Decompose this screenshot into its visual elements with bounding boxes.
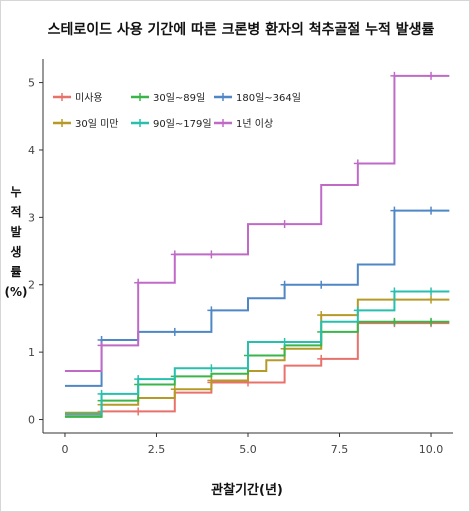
y-tick-label: 2	[28, 279, 35, 292]
legend-label: 90일~179일	[153, 118, 212, 130]
y-tick-label: 1	[28, 346, 35, 359]
x-tick-label: 5.0	[239, 443, 257, 456]
legend-item: 30일 미만	[53, 118, 119, 130]
series-2	[64, 317, 450, 418]
x-tick-label: 10.0	[419, 443, 444, 456]
legend-item: 1년 이상	[214, 118, 273, 130]
legend-item: 30일~89일	[131, 92, 205, 104]
legend-label: 1년 이상	[236, 118, 273, 130]
series-5	[64, 71, 450, 373]
series-line	[64, 320, 450, 418]
series-1	[64, 295, 450, 414]
legend-item: 180일~364일	[214, 92, 301, 104]
legend-item: 미사용	[53, 92, 103, 104]
series-line	[64, 290, 450, 416]
series-line	[64, 209, 450, 387]
chart-title: 스테로이드 사용 기간에 따른 크론병 환자의 척추골절 누적 발생률	[48, 21, 435, 38]
series-line	[64, 322, 450, 418]
y-tick-label: 0	[28, 414, 35, 427]
y-tick-label: 5	[28, 77, 35, 90]
y-axis-label-char: 발	[10, 224, 21, 239]
y-axis-label-char: (%)	[5, 285, 28, 299]
x-axis-label: 관찰기간(년)	[211, 482, 283, 498]
axes: 0 1 2 3 4 5 0 2.5 5.0 7.5 10.0	[28, 59, 453, 456]
legend-label: 30일~89일	[153, 92, 205, 104]
y-axis-label-char: 적	[10, 204, 21, 219]
x-tick-label: 2.5	[148, 443, 166, 456]
legend-label: 180일~364일	[236, 92, 301, 104]
series-3	[64, 287, 450, 416]
x-tick-label: 7.5	[331, 443, 349, 456]
y-tick-label: 3	[28, 211, 35, 224]
legend-label: 미사용	[75, 92, 103, 104]
y-axis-label-char: 누	[10, 185, 21, 199]
y-axis-label-char: 생	[10, 244, 21, 259]
series-layer	[64, 71, 450, 418]
y-axis-label-char: 률	[10, 265, 21, 279]
series-4	[64, 206, 450, 387]
legend-label: 30일 미만	[75, 118, 119, 130]
legend-item: 90일~179일	[131, 118, 212, 130]
series-line	[64, 298, 450, 414]
x-tick-label: 0	[61, 443, 68, 456]
legend: 미사용 30일 미만 30일~89일 90일~179일 180일~364일 1년 이상	[53, 92, 301, 130]
series-line	[64, 74, 450, 373]
y-tick-label: 4	[28, 144, 35, 157]
